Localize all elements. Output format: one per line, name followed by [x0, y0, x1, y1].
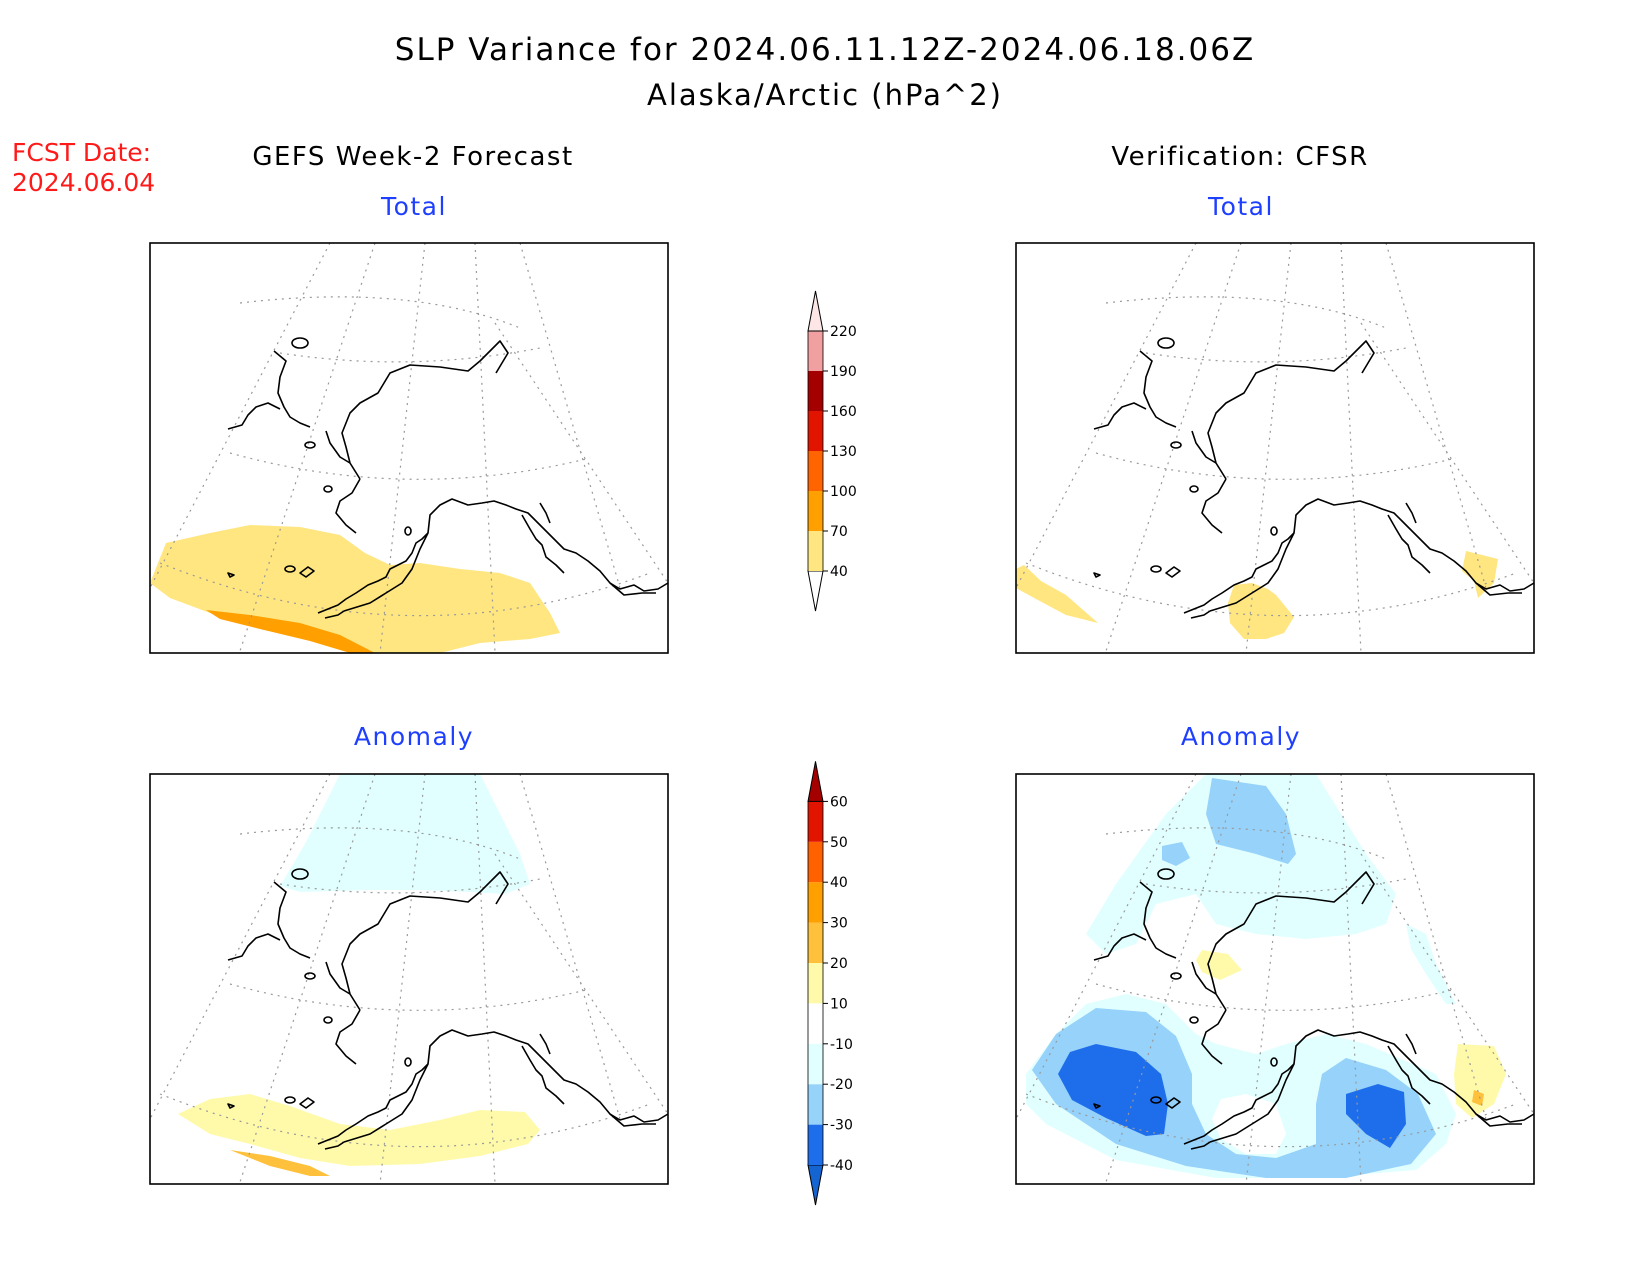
- colorbar-segment: [808, 1084, 823, 1125]
- cfsr-anom-pos2-east: [1472, 1090, 1484, 1106]
- colorbar-segment: [808, 331, 823, 371]
- colorbar-segment: [808, 841, 823, 883]
- colorbar-tick-label: 40: [830, 564, 848, 580]
- colorbar-tick-label: 100: [830, 484, 857, 500]
- map-panel-cfsr-anomaly: [1015, 773, 1535, 1185]
- cfsr-anom-pos1-north: [1196, 950, 1242, 980]
- colorbar-tick-label: 130: [830, 444, 857, 460]
- colorbar-segment: [808, 371, 823, 411]
- map-panel-cfsr-total: [1015, 242, 1535, 654]
- colorbar-segment: [808, 1003, 823, 1044]
- colorbar-tick-label: 220: [830, 324, 857, 340]
- colorbar-tick-label: 70: [830, 524, 848, 540]
- cfsr-anom-neg2-north: [1206, 778, 1296, 864]
- fcst-date-label: FCST Date:: [12, 138, 152, 167]
- panel-title-bottom-left: Anomaly: [353, 722, 475, 751]
- colorbar-tick-label: -30: [830, 1118, 853, 1134]
- colorbar-tick-label: 50: [830, 835, 848, 851]
- colorbar-outline: [807, 801, 824, 1165]
- colorbar-upper-tip: [807, 290, 824, 332]
- colorbar-total: 40 70 100 130 160 190 220: [807, 290, 857, 612]
- colorbar-anomaly: -40 -30 -20 -10 10 20 30 40 50 60: [807, 761, 853, 1206]
- colorbar-tick-label: 10: [830, 996, 848, 1012]
- colorbar-segment: [808, 1043, 823, 1085]
- map-panel-gefs-total: [149, 242, 669, 654]
- map-panel-gefs-anomaly: [149, 773, 669, 1185]
- colorbar-segment: [808, 963, 823, 1004]
- colorbar-lower-tip: [807, 1164, 824, 1206]
- cfsr-anom-neutral-hole: [1212, 1094, 1286, 1154]
- page-title: SLP Variance for 2024.06.11.12Z-2024.06.…: [394, 32, 1256, 68]
- cfsr-anom-pos1-east: [1454, 1044, 1506, 1118]
- fcst-date-value: 2024.06.04: [12, 168, 156, 197]
- colorbar-upper-tip: [807, 761, 824, 802]
- colorbar-tick-label: 60: [830, 794, 848, 810]
- colorbar-lower-tip: [807, 570, 824, 612]
- colorbar-tick-label: 40: [830, 875, 848, 891]
- cfsr-anom-neg1-east: [1406, 924, 1456, 1004]
- colorbar-segment: [808, 411, 823, 451]
- cfsr-anom-neg3-south: [1346, 1084, 1406, 1148]
- cfsr-total-region-east: [1462, 551, 1498, 598]
- gefs-anom-positive-region-2: [230, 1150, 330, 1176]
- colorbar-segment: [808, 1124, 823, 1165]
- colorbar-segment: [808, 922, 823, 963]
- cfsr-total-region-west: [1016, 565, 1098, 623]
- cfsr-anom-neg2-southwest: [1032, 1008, 1436, 1178]
- cfsr-anom-neg1-north: [1086, 774, 1396, 954]
- colorbar-segment: [808, 882, 823, 923]
- panel-title-bottom-right: Anomaly: [1180, 722, 1302, 751]
- left-column-heading: GEFS Week-2 Forecast: [252, 142, 574, 172]
- gefs-anom-negative-region: [280, 774, 530, 894]
- colorbar-segment: [808, 801, 823, 842]
- gefs-anom-positive-region: [178, 1094, 540, 1166]
- colorbar-tick-label: 20: [830, 956, 848, 972]
- gefs-total-orange-region: [206, 610, 375, 653]
- colorbar-segment: [808, 531, 823, 571]
- right-column-heading: Verification: CFSR: [1111, 142, 1369, 172]
- cfsr-anom-neg3-southwest: [1058, 1044, 1168, 1136]
- colorbar-tick-label: 160: [830, 404, 857, 420]
- colorbar-tick-label: -10: [830, 1037, 853, 1053]
- colorbar-tick-label: 30: [830, 916, 848, 932]
- colorbar-segment: [808, 491, 823, 531]
- colorbar-tick-label: 190: [830, 364, 857, 380]
- panel-title-top-left: Total: [381, 192, 447, 221]
- panel-title-top-right: Total: [1208, 192, 1274, 221]
- page-subtitle: Alaska/Arctic (hPa^2): [647, 78, 1003, 112]
- colorbar-segment: [808, 451, 823, 491]
- colorbar-tick-label: -40: [830, 1158, 853, 1174]
- cfsr-anom-neg2-small: [1162, 842, 1190, 866]
- colorbar-tick-label: -20: [830, 1077, 853, 1093]
